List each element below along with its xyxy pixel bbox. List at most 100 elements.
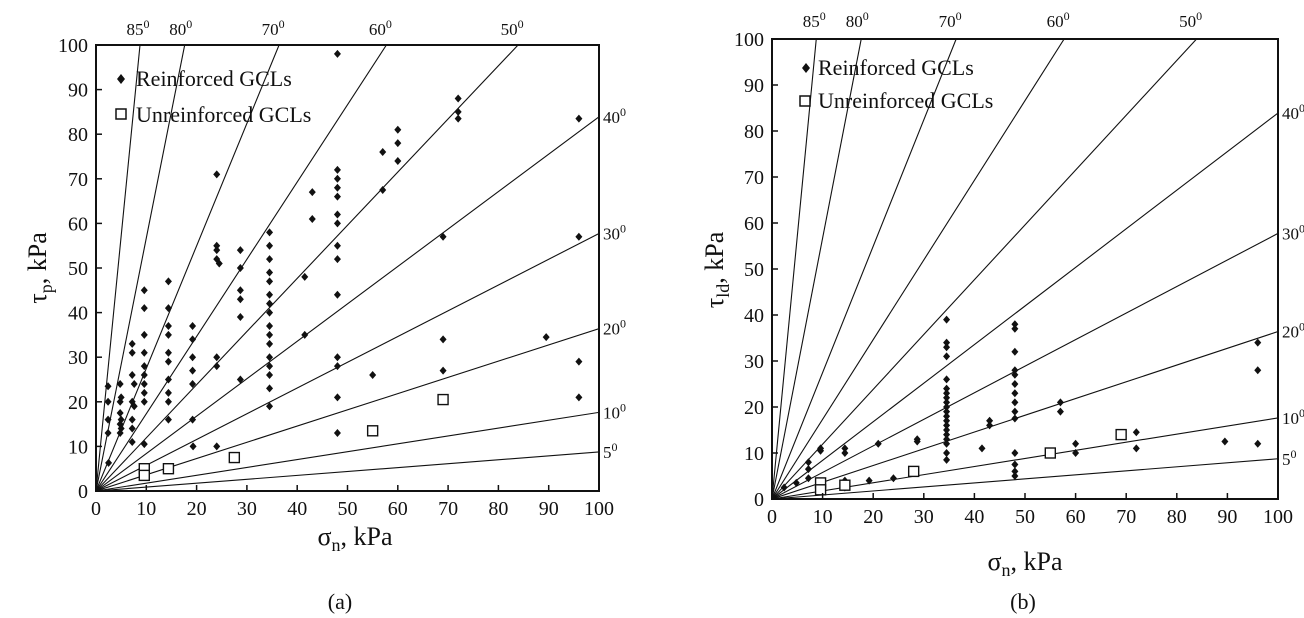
y-tick-label: 60 xyxy=(68,213,88,235)
reinforced-point xyxy=(140,304,148,313)
reinforced-point xyxy=(140,362,148,371)
angle-label-50: 500 xyxy=(501,17,524,39)
reinforced-point xyxy=(1011,414,1019,423)
reinforced-point xyxy=(943,315,951,324)
reinforced-point xyxy=(575,114,583,123)
reinforced-point xyxy=(804,458,812,467)
reinforced-point xyxy=(1011,370,1019,379)
y-tick-label: 10 xyxy=(744,443,764,465)
x-axis-title: σn, kPa xyxy=(987,547,1062,580)
reinforced-point xyxy=(394,156,402,165)
reinforced-point xyxy=(1132,428,1140,437)
reinforced-point xyxy=(943,412,951,421)
panel-label: (b) xyxy=(1010,589,1036,614)
reinforced-point xyxy=(213,442,221,451)
angle-label-80: 800 xyxy=(169,17,192,39)
reinforced-point xyxy=(943,343,951,352)
friction-line-20deg xyxy=(772,331,1278,499)
reinforced-point xyxy=(943,352,951,361)
unreinforced-point xyxy=(138,469,150,482)
reinforced-point xyxy=(1011,324,1019,333)
reinforced-point xyxy=(333,290,341,299)
reinforced-point xyxy=(266,384,274,393)
reinforced-point xyxy=(140,388,148,397)
reinforced-point xyxy=(333,183,341,192)
y-tick-label: 20 xyxy=(744,397,764,419)
reinforced-point xyxy=(164,330,172,339)
reinforced-point xyxy=(978,444,986,453)
unreinforced-point xyxy=(162,463,175,475)
reinforced-point xyxy=(164,357,172,366)
reinforced-point xyxy=(333,192,341,201)
reinforced-point xyxy=(236,375,244,384)
x-tick-label: 90 xyxy=(539,498,559,520)
x-tick-label: 10 xyxy=(813,506,833,528)
reinforced-point xyxy=(236,286,244,295)
reinforced-point xyxy=(104,382,112,391)
reinforced-point xyxy=(379,185,387,194)
unreinforced-point xyxy=(437,393,449,406)
x-tick-label: 50 xyxy=(338,498,358,520)
friction-line-70deg xyxy=(772,39,957,499)
reinforced-point xyxy=(116,408,124,417)
x-tick-label: 30 xyxy=(914,506,934,528)
reinforced-point xyxy=(128,424,136,433)
reinforced-point xyxy=(1072,439,1080,448)
reinforced-point xyxy=(542,333,550,342)
axis-ticks xyxy=(771,38,1279,500)
angle-label-70: 700 xyxy=(262,17,285,39)
legend-label-reinforced: Reinforced GCLs xyxy=(136,66,292,91)
reinforced-point xyxy=(439,335,447,344)
reinforced-point xyxy=(943,455,951,464)
x-tick-label: 80 xyxy=(488,498,508,520)
angle-label-20: 200 xyxy=(1282,320,1304,342)
friction-line-30deg xyxy=(772,232,1278,499)
data-points xyxy=(780,315,1262,496)
reinforced-point xyxy=(333,174,341,183)
reinforced-point xyxy=(213,170,221,179)
friction-angle-lines xyxy=(772,39,1278,499)
x-tick-label: 0 xyxy=(91,498,101,520)
reinforced-point xyxy=(804,474,812,483)
angle-label-5: 50 xyxy=(603,440,618,462)
y-tick-label: 50 xyxy=(68,258,88,280)
reinforced-point xyxy=(913,437,921,446)
reinforced-point xyxy=(105,458,113,467)
reinforced-point xyxy=(104,397,112,406)
reinforced-point xyxy=(215,259,223,268)
x-tick-label: 20 xyxy=(863,506,883,528)
y-axis-title: τp, kPa xyxy=(23,232,56,304)
unreinforced-point xyxy=(1044,447,1057,459)
reinforced-point xyxy=(1132,444,1140,453)
reinforced-point xyxy=(213,241,221,250)
reinforced-point xyxy=(1011,320,1019,329)
reinforced-point xyxy=(943,430,951,439)
reinforced-point xyxy=(1011,366,1019,375)
reinforced-point xyxy=(1072,449,1080,457)
y-tick-label: 70 xyxy=(744,167,764,189)
reinforced-point xyxy=(266,308,274,317)
reinforced-point xyxy=(189,353,197,362)
reinforced-point xyxy=(1011,449,1019,457)
reinforced-point xyxy=(1011,380,1019,388)
legend-item-unreinforced: Unreinforced GCLs xyxy=(115,102,311,127)
reinforced-point xyxy=(943,435,951,444)
reinforced-point xyxy=(943,384,951,393)
reinforced-point xyxy=(164,321,172,330)
reinforced-point xyxy=(333,219,341,228)
reinforced-point xyxy=(943,439,951,448)
axis-tick-labels: 0 10 20 30 40 50 60 70 80 90 100 0 10 20 30 40 50 60 70 80 9… xyxy=(734,29,1293,528)
angle-label-10: 100 xyxy=(1282,406,1304,428)
y-tick-label: 30 xyxy=(68,347,88,369)
unreinforced-point xyxy=(228,451,241,464)
reinforced-point xyxy=(236,313,244,322)
diamond-marker-icon xyxy=(117,74,125,84)
x-tick-label: 30 xyxy=(237,498,257,520)
reinforced-point xyxy=(213,362,221,371)
y-tick-label: 50 xyxy=(744,259,764,281)
reinforced-point xyxy=(301,330,309,339)
reinforced-point xyxy=(780,483,788,492)
